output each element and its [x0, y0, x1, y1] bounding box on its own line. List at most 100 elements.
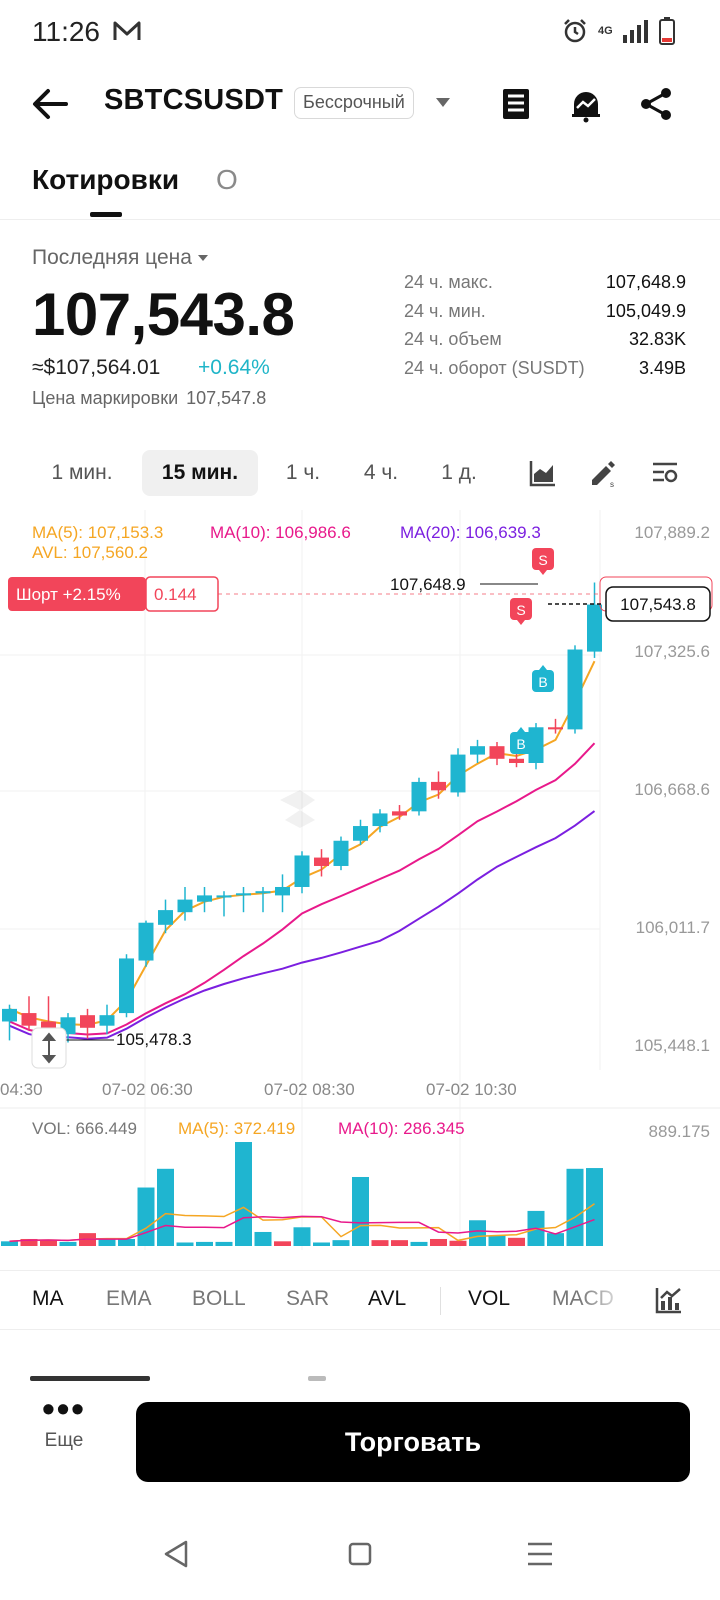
scroll-fade: [580, 1279, 630, 1323]
indicator-boll[interactable]: BOLL: [192, 1287, 246, 1310]
stat-label: 24 ч. мин.: [404, 300, 486, 321]
x-tick: 07-02 06:30: [102, 1080, 193, 1099]
contract-type-badge[interactable]: Бессрочный: [294, 87, 414, 119]
indicator-divider: [440, 1287, 441, 1315]
nav-home-icon[interactable]: [340, 1534, 380, 1574]
y-tick: 107,325.6: [634, 642, 710, 661]
drawing-tools-icon[interactable]: s: [588, 458, 618, 488]
candle-body: [275, 886, 290, 896]
candle-body: [333, 840, 349, 866]
price-change-percent: +0.64%: [198, 356, 270, 379]
order-book-icon[interactable]: [496, 84, 536, 124]
indicator-sar[interactable]: SAR: [286, 1287, 330, 1310]
interval-1m[interactable]: 1 мин.: [51, 461, 113, 484]
current-price-label: 107,543.8: [620, 595, 696, 614]
sell-marker[interactable]: S: [532, 548, 554, 575]
volume-bar: [274, 1241, 291, 1246]
status-bar: 11:26 4G: [0, 0, 720, 64]
volume-bar: [566, 1168, 584, 1246]
x-tick: 07-02 10:30: [426, 1080, 517, 1099]
mark-price: Цена маркировки 107,547.8: [32, 388, 266, 409]
volume-bar: [254, 1231, 272, 1246]
kline-chart[interactable]: MA(5): 107,153.3 MA(10): 106,986.6 MA(20…: [0, 510, 720, 1270]
position-side: Шорт +2.15%: [16, 585, 121, 604]
candle-body: [411, 781, 427, 812]
indicator-ema[interactable]: EMA: [106, 1287, 152, 1310]
nav-menu-icon[interactable]: [520, 1534, 560, 1574]
interval-15m[interactable]: 15 мин.: [142, 450, 258, 496]
battery-icon: [659, 17, 675, 45]
volume-bars: [1, 1142, 603, 1246]
candle-body: [80, 1015, 95, 1028]
alarm-icon: [564, 19, 586, 43]
y-tick: 106,668.6: [634, 780, 710, 799]
svg-text:s: s: [610, 480, 614, 488]
tab-quotes[interactable]: Котировки: [32, 164, 180, 195]
stat-value: 32.83K: [628, 329, 686, 349]
last-price-label: Последняя цена: [32, 246, 192, 269]
candle-body: [314, 857, 329, 866]
volume-bar: [176, 1242, 194, 1246]
volume-bar: [215, 1241, 233, 1246]
candle-body: [99, 1015, 115, 1026]
candle-body: [177, 899, 193, 913]
candle-body: [489, 746, 505, 759]
stat-row: 24 ч. объем 32.83K: [404, 329, 686, 358]
chart-settings-icon[interactable]: [650, 458, 680, 488]
buy-marker[interactable]: B: [510, 727, 532, 754]
interval-1d[interactable]: 1 д.: [441, 461, 477, 484]
stat-value: 3.49B: [638, 357, 686, 378]
avl-label: AVL: 107,560.2: [32, 543, 148, 562]
mark-price-label: Цена маркировки: [32, 388, 179, 408]
system-nav-bar: [0, 1512, 720, 1600]
volume-bar: [137, 1187, 155, 1246]
indicator-avl[interactable]: AVL: [368, 1287, 407, 1310]
volume-bar: [40, 1239, 57, 1246]
candle-body: [372, 813, 388, 827]
status-icons: 4G: [562, 16, 676, 46]
high-label: 107,648.9: [390, 575, 466, 594]
chevron-down-icon[interactable]: [436, 98, 450, 107]
interval-1h[interactable]: 1 ч.: [285, 461, 321, 484]
pair-title[interactable]: SBTCSUSDT: [104, 84, 284, 116]
price-alert-icon[interactable]: [566, 84, 606, 124]
candle-body: [548, 727, 563, 730]
signal-icon: [623, 20, 648, 43]
back-arrow-icon[interactable]: [30, 86, 70, 122]
y-tick: 105,448.1: [634, 1036, 710, 1055]
ma20-line: [9, 810, 596, 1040]
last-price-selector[interactable]: Последняя цена: [32, 246, 208, 270]
indicator-vol[interactable]: VOL: [468, 1287, 511, 1310]
candle-body: [431, 781, 446, 791]
indicator-ma[interactable]: MA: [32, 1287, 64, 1310]
mark-price-value: 107,547.8: [186, 388, 267, 408]
header: SBTCSUSDT Бессрочный: [0, 74, 720, 134]
volume-bar: [293, 1227, 311, 1246]
stat-row: 24 ч. оборот (SUSDT) 3.49B: [404, 358, 686, 387]
chart-type-icon[interactable]: [528, 458, 558, 488]
y-tick: 106,011.7: [636, 918, 710, 937]
share-icon[interactable]: [636, 84, 676, 124]
scale-handle[interactable]: [31, 1027, 67, 1069]
volume-bar: [508, 1237, 525, 1246]
peek-heading-fragment: [30, 1376, 150, 1381]
indicator-settings-icon[interactable]: [654, 1285, 684, 1315]
interval-4h[interactable]: 4 ч.: [363, 461, 399, 484]
nav-back-icon[interactable]: [156, 1534, 196, 1574]
more-button[interactable]: ••• Еще: [34, 1388, 94, 1470]
stats-24h: 24 ч. макс. 107,648.9 24 ч. мин. 105,049…: [404, 272, 686, 386]
vol-label: VOL: 666.449: [32, 1119, 137, 1138]
current-price-box: [605, 586, 711, 622]
volume-bar: [196, 1241, 213, 1246]
more-dots-icon: •••: [42, 1388, 86, 1429]
buy-marker[interactable]: B: [532, 665, 554, 692]
candle-body: [21, 1013, 37, 1026]
trade-button[interactable]: Торговать: [136, 1402, 690, 1482]
volume-bar: [157, 1168, 174, 1246]
sell-marker[interactable]: S: [510, 598, 532, 625]
sell-marker-label: S: [538, 552, 547, 568]
ma10-label: MA(10): 106,986.6: [210, 523, 351, 542]
tab-other[interactable]: О: [216, 164, 238, 195]
mail-icon: [113, 21, 141, 40]
position-side-badge[interactable]: [8, 577, 146, 611]
